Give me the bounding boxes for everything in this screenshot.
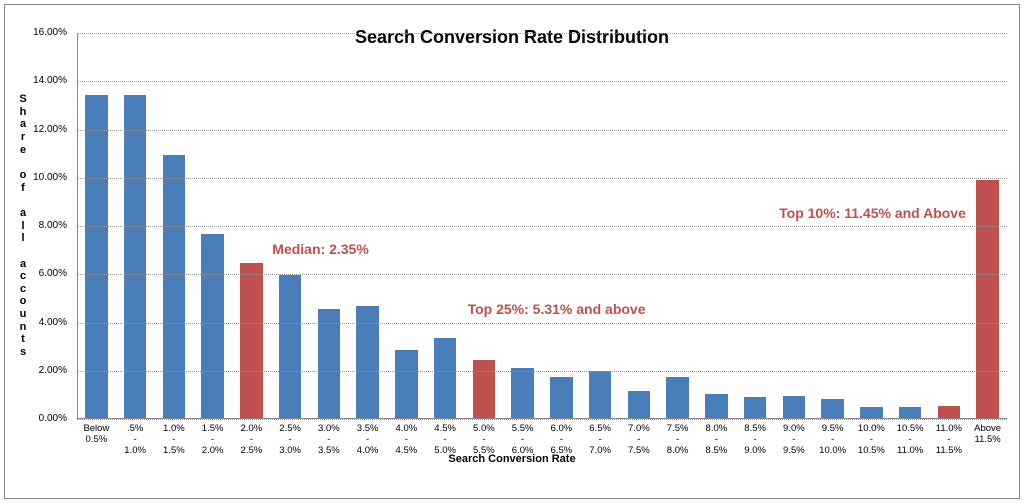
bar xyxy=(434,338,456,419)
bar xyxy=(395,350,417,419)
x-tick-label: 2.0% - 2.5% xyxy=(241,423,263,456)
bar xyxy=(744,397,766,419)
y-tick-label: 4.00% xyxy=(9,317,67,328)
y-tick-label: 8.00% xyxy=(9,220,67,231)
chart-outer-frame: Search Conversion Rate Distribution Shar… xyxy=(0,0,1024,503)
bar xyxy=(201,234,223,419)
x-tick-label: 9.5% - 10.0% xyxy=(819,423,846,456)
bar xyxy=(279,275,301,419)
grid-line xyxy=(77,33,1007,34)
chart-annotation: Top 10%: 11.45% and Above xyxy=(779,205,966,221)
bar xyxy=(589,371,611,419)
x-tick-label: 1.0% - 1.5% xyxy=(163,423,185,456)
grid-line xyxy=(77,371,1007,372)
x-tick-label: 9.0% - 9.5% xyxy=(783,423,805,456)
bar xyxy=(511,368,533,419)
x-tick-label: 1.5% - 2.0% xyxy=(202,423,224,456)
x-tick-label: 3.5% - 4.0% xyxy=(357,423,379,456)
grid-line xyxy=(77,323,1007,324)
x-tick-label: 8.5% - 9.0% xyxy=(744,423,766,456)
x-tick-label: 10.0% - 10.5% xyxy=(858,423,885,456)
grid-line xyxy=(77,419,1007,420)
bar xyxy=(783,396,805,419)
grid-line xyxy=(77,274,1007,275)
x-tick-label: 2.5% - 3.0% xyxy=(279,423,301,456)
y-tick-label: 10.00% xyxy=(9,172,67,183)
bar xyxy=(976,180,998,419)
y-tick-label: 16.00% xyxy=(9,27,67,38)
grid-line xyxy=(77,226,1007,227)
x-tick-label: 4.5% - 5.0% xyxy=(434,423,456,456)
y-tick-label: 2.00% xyxy=(9,365,67,376)
bar xyxy=(666,377,688,419)
bar xyxy=(705,394,727,419)
x-tick-label: Below 0.5% xyxy=(83,423,109,445)
plot-area: Below 0.5%.5% - 1.0%1.0% - 1.5%1.5% - 2.… xyxy=(77,33,1007,419)
x-tick-label: 4.0% - 4.5% xyxy=(396,423,418,456)
y-tick-label: 14.00% xyxy=(9,75,67,86)
x-tick-label: 5.5% - 6.0% xyxy=(512,423,534,456)
bar xyxy=(240,263,262,419)
y-tick-label: 0.00% xyxy=(9,413,67,424)
bar xyxy=(318,309,340,419)
grid-line xyxy=(77,130,1007,131)
x-tick-label: 6.0% - 6.5% xyxy=(551,423,573,456)
grid-line xyxy=(77,178,1007,179)
grid-line xyxy=(77,81,1007,82)
bar xyxy=(163,155,185,419)
bar xyxy=(938,406,960,419)
x-axis-title: Search Conversion Rate xyxy=(5,453,1019,465)
x-tick-label: .5% - 1.0% xyxy=(124,423,146,456)
bar xyxy=(550,377,572,419)
bar xyxy=(821,399,843,420)
chart-border: Search Conversion Rate Distribution Shar… xyxy=(4,4,1020,499)
y-tick-label: 6.00% xyxy=(9,268,67,279)
y-tick-label: 12.00% xyxy=(9,124,67,135)
x-tick-label: 7.0% - 7.5% xyxy=(628,423,650,456)
bar xyxy=(473,360,495,419)
bar xyxy=(628,391,650,419)
x-tick-label: Above 11.5% xyxy=(974,423,1001,445)
x-tick-label: 6.5% - 7.0% xyxy=(589,423,611,456)
x-tick-label: 10.5% - 11.0% xyxy=(897,423,924,456)
x-tick-label: 8.0% - 8.5% xyxy=(706,423,728,456)
x-tick-label: 7.5% - 8.0% xyxy=(667,423,689,456)
chart-annotation: Top 25%: 5.31% and above xyxy=(468,301,646,317)
x-tick-label: 3.0% - 3.5% xyxy=(318,423,340,456)
x-tick-label: 11.0% - 11.5% xyxy=(936,423,962,456)
x-tick-label: 5.0% - 5.5% xyxy=(473,423,495,456)
chart-annotation: Median: 2.35% xyxy=(272,241,368,257)
